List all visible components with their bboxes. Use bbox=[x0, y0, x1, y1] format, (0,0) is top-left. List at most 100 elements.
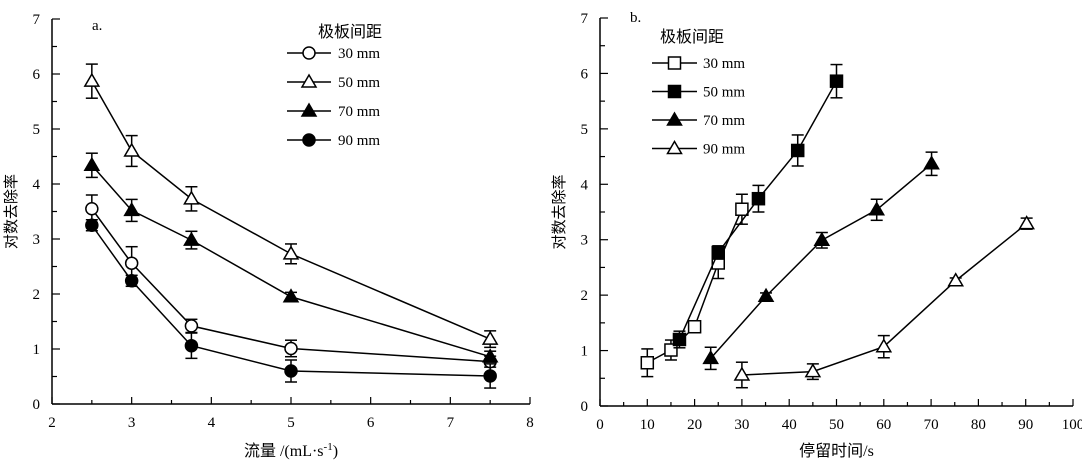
data-point bbox=[1018, 215, 1035, 230]
legend-item: 30 mm bbox=[287, 46, 380, 62]
legend-title: 极板间距 bbox=[318, 23, 382, 41]
x-tick-label: 2 bbox=[48, 415, 56, 431]
legend-item: 90 mm bbox=[287, 133, 380, 149]
x-tick-label: 100 bbox=[1062, 417, 1082, 433]
legend-marker bbox=[666, 140, 683, 155]
data-point bbox=[183, 190, 200, 205]
data-point bbox=[672, 332, 687, 347]
x-tick-label: 60 bbox=[876, 417, 891, 433]
y-tick-label: 6 bbox=[581, 66, 589, 82]
legend-item: 70 mm bbox=[287, 102, 380, 120]
data-point bbox=[868, 201, 886, 216]
data-point bbox=[735, 202, 749, 216]
x-tick-label: 10 bbox=[640, 417, 655, 433]
y-tick-label: 4 bbox=[33, 177, 41, 193]
data-point bbox=[711, 245, 725, 260]
data-point bbox=[790, 143, 805, 158]
panel-label: b. bbox=[630, 10, 641, 26]
series-70mm bbox=[702, 151, 940, 371]
data-point bbox=[829, 74, 844, 88]
data-point bbox=[640, 356, 655, 370]
panel-label: a. bbox=[92, 18, 102, 34]
data-point bbox=[664, 343, 678, 357]
data-point bbox=[123, 142, 140, 157]
data-point bbox=[481, 330, 499, 345]
y-tick-label: 7 bbox=[581, 11, 589, 27]
data-point bbox=[813, 231, 831, 247]
data-point bbox=[923, 155, 940, 170]
y-tick-label: 0 bbox=[581, 399, 589, 415]
data-point bbox=[85, 202, 99, 216]
x-tick-label: 90 bbox=[1018, 417, 1033, 433]
legend-label: 90 mm bbox=[703, 142, 745, 158]
data-point bbox=[804, 363, 822, 378]
data-point bbox=[85, 218, 99, 232]
data-point bbox=[184, 319, 199, 333]
series-line bbox=[710, 163, 933, 359]
data-point bbox=[83, 156, 101, 172]
legend-title: 极板间距 bbox=[660, 28, 724, 46]
x-tick-label: 3 bbox=[128, 415, 136, 431]
x-tick-label: 5 bbox=[287, 415, 295, 431]
series-50mm bbox=[83, 63, 499, 349]
legend-marker bbox=[666, 111, 683, 126]
y-tick-label: 1 bbox=[33, 342, 41, 358]
y-tick-label: 5 bbox=[581, 122, 589, 138]
y-tick-label: 2 bbox=[581, 288, 589, 304]
data-point bbox=[751, 191, 766, 206]
x-tick-label: 70 bbox=[924, 417, 939, 433]
data-point bbox=[757, 287, 775, 303]
data-point bbox=[124, 256, 139, 270]
y-tick-label: 1 bbox=[581, 344, 589, 360]
x-tick-label: 7 bbox=[447, 415, 455, 431]
data-point bbox=[282, 288, 300, 303]
data-point bbox=[947, 272, 965, 287]
x-tick-label: 80 bbox=[971, 417, 986, 433]
legend-item: 30 mm bbox=[652, 56, 745, 72]
data-point bbox=[284, 364, 298, 378]
legend-label: 30 mm bbox=[338, 46, 380, 62]
legend-item: 90 mm bbox=[652, 140, 745, 158]
legend-item: 70 mm bbox=[652, 111, 745, 129]
y-tick-label: 3 bbox=[581, 233, 589, 249]
data-point bbox=[184, 338, 199, 353]
legend-label: 70 mm bbox=[703, 113, 745, 129]
series-30mm bbox=[85, 194, 497, 369]
data-point bbox=[123, 201, 140, 217]
y-axis-label: 对数去除率 bbox=[3, 174, 20, 249]
legend-marker bbox=[302, 46, 316, 60]
x-tick-label: 6 bbox=[367, 415, 375, 431]
x-tick-label: 0 bbox=[596, 417, 604, 433]
data-point bbox=[124, 274, 139, 288]
x-tick-label: 30 bbox=[734, 417, 749, 433]
y-tick-label: 4 bbox=[581, 177, 589, 193]
series-30mm bbox=[640, 193, 749, 378]
y-tick-label: 7 bbox=[33, 12, 41, 28]
data-point bbox=[875, 338, 893, 353]
data-point bbox=[284, 341, 298, 356]
legend-marker bbox=[302, 133, 316, 147]
data-point bbox=[702, 349, 719, 365]
legend-label: 50 mm bbox=[703, 85, 745, 101]
legend-marker bbox=[667, 56, 682, 70]
legend-item: 50 mm bbox=[652, 85, 745, 101]
x-axis-label: 流量 /(mL·s-1) bbox=[244, 441, 338, 460]
data-point bbox=[481, 348, 499, 363]
y-tick-label: 5 bbox=[33, 122, 41, 138]
chart-panel-b: 0 10 20 30 40 50 60 70 80 90 100 0 1 2 3 4 5 6 7 停留时间/s 对数去除… bbox=[551, 10, 1082, 460]
data-point bbox=[83, 72, 101, 87]
x-tick-label: 50 bbox=[829, 417, 844, 433]
legend-marker bbox=[667, 84, 682, 99]
series-50mm bbox=[672, 63, 844, 349]
legend-label: 50 mm bbox=[338, 75, 380, 91]
y-axis-label: 对数去除率 bbox=[551, 174, 568, 249]
legend-label: 70 mm bbox=[338, 104, 380, 120]
data-point bbox=[282, 245, 300, 260]
x-tick-label: 8 bbox=[526, 415, 534, 431]
data-point bbox=[183, 231, 200, 246]
x-tick-label: 40 bbox=[782, 417, 797, 433]
y-tick-label: 2 bbox=[33, 287, 41, 303]
legend-label: 90 mm bbox=[338, 133, 380, 149]
series-90mm bbox=[85, 218, 497, 389]
